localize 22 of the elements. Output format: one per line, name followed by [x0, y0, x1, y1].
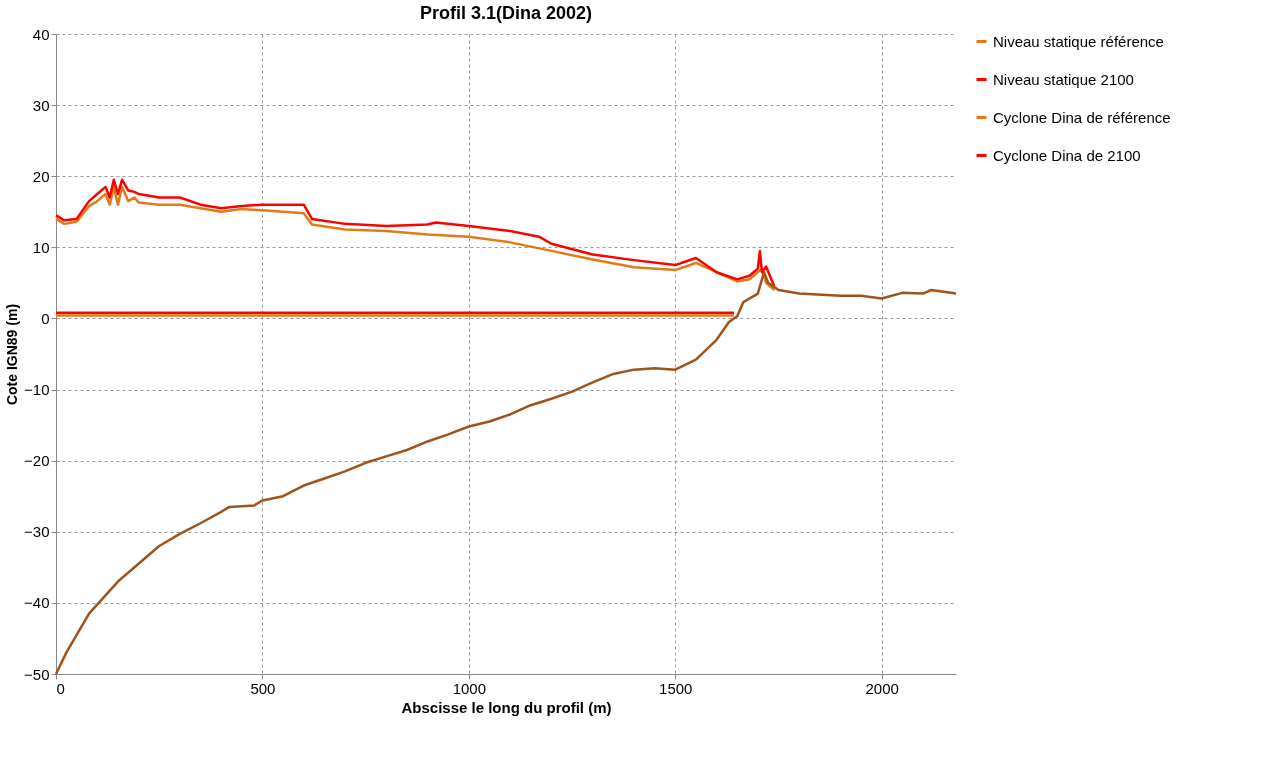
y-tick-label: −10 — [24, 381, 50, 399]
y-axis-title: Cote IGN89 (m) — [4, 303, 21, 406]
y-tick-label: −40 — [24, 594, 50, 612]
y-tick-label: 10 — [32, 238, 50, 256]
x-tick-label: 0 — [56, 679, 65, 697]
y-tick-label: 40 — [32, 25, 50, 43]
x-tick-label: 2000 — [865, 679, 899, 697]
legend-label: Cyclone Dina de 2100 — [993, 146, 1141, 164]
y-tick-label: 0 — [41, 309, 50, 327]
legend-label: Niveau statique 2100 — [993, 70, 1134, 88]
x-tick-label: 1000 — [452, 679, 487, 697]
y-tick-label: −50 — [24, 665, 50, 683]
x-tick-label: 500 — [250, 679, 276, 697]
x-tick-label: 1500 — [659, 679, 693, 697]
legend-label: Cyclone Dina de référence — [993, 108, 1171, 126]
y-tick-label: −20 — [24, 452, 50, 470]
chart-title: Profil 3.1(Dina 2002) — [419, 3, 593, 23]
y-tick-label: −30 — [24, 523, 50, 541]
x-axis-title: Abscisse le long du profil (m) — [401, 698, 612, 716]
y-tick-label: 30 — [32, 96, 50, 114]
y-tick-label: 20 — [32, 167, 50, 185]
legend-label: Niveau statique référence — [993, 32, 1164, 50]
